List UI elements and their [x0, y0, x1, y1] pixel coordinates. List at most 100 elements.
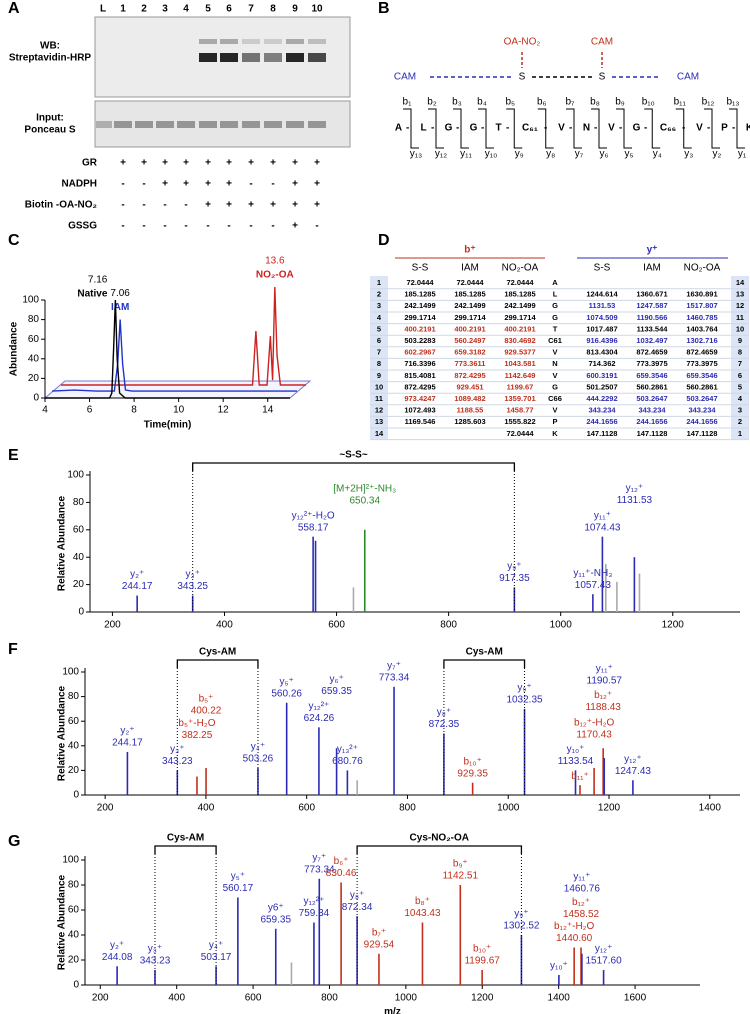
mz-label: 872.34 — [342, 902, 373, 913]
row-index: 10 — [736, 324, 744, 333]
ion-label: y₃⁺ — [170, 744, 184, 755]
b-cell: 1285.603 — [454, 417, 485, 426]
condition-sign: + — [205, 200, 211, 211]
bracket — [176, 659, 259, 668]
cleavage-mark — [675, 108, 692, 149]
b-cell: 659.3182 — [454, 348, 485, 357]
y-cell: 244.1656 — [586, 417, 617, 426]
condition-sign: - — [142, 221, 145, 232]
condition-sign: + — [183, 179, 189, 190]
mz-label: 1190.57 — [587, 676, 623, 687]
x-tick-label: 1400 — [548, 993, 571, 1004]
row-index: 7 — [738, 359, 742, 368]
cleavage-mark — [537, 108, 554, 149]
cleavage-mark — [729, 108, 745, 149]
b-cell: 929.5377 — [504, 348, 535, 357]
cleavage-mark — [428, 108, 444, 149]
ion-label: y₄⁺ — [251, 742, 265, 753]
cleavage-mark — [403, 108, 419, 149]
mz-label: 343.23 — [162, 756, 193, 767]
row-index: 14 — [736, 278, 745, 287]
x-tick-label: 4 — [42, 405, 48, 416]
b-cell: 72.0444 — [456, 278, 484, 287]
ion-label: y₇⁺ — [387, 660, 401, 671]
b-cell: 299.1714 — [504, 313, 536, 322]
x-tick-label: 1200 — [662, 620, 685, 631]
y-tick-label: 0 — [78, 607, 84, 618]
condition-sign: - — [142, 200, 145, 211]
y-ion: y₂ — [713, 149, 722, 160]
column-header: NO₂-OA — [684, 263, 721, 274]
cleavage-mark — [566, 108, 582, 149]
b-ion: b₄ — [477, 97, 487, 108]
y-cell: 1017.487 — [586, 324, 617, 333]
row-index: 8 — [738, 348, 742, 357]
condition-sign: - — [227, 221, 230, 232]
ion-label: y₉⁺ — [514, 909, 528, 920]
b-cell: 242.1499 — [504, 301, 535, 310]
y-ion: y₃ — [684, 149, 693, 160]
residue-cell: N — [552, 359, 557, 368]
y-tick-label: 20 — [68, 765, 80, 776]
upper-bands — [199, 39, 326, 44]
y-cell: 1244.614 — [586, 290, 618, 299]
x-tick-label: 400 — [216, 620, 233, 631]
ponceau-bands — [96, 121, 326, 128]
row-index: 6 — [377, 336, 381, 345]
b-cell: 1142.649 — [505, 371, 536, 380]
x-tick-label: 200 — [104, 620, 121, 631]
lane-label: L — [100, 4, 106, 15]
panel-label: D — [378, 232, 390, 249]
mz-label: 1133.54 — [558, 756, 594, 767]
mz-label: 759.34 — [299, 908, 330, 919]
peak-time: 7.06 — [110, 288, 130, 299]
y-cell: 147.1128 — [637, 429, 668, 438]
sulfur: S — [519, 72, 526, 83]
bracket-label: Cys-AM — [167, 833, 204, 844]
y-tick-label: 100 — [67, 470, 84, 481]
residue-cell: K — [552, 429, 558, 438]
y-tick-label: 40 — [28, 353, 40, 364]
lane-label: 5 — [205, 4, 211, 15]
condition-sign: + — [292, 200, 298, 211]
ion-label: y₁₀⁺ — [567, 744, 585, 755]
y-tick-label: 40 — [68, 740, 80, 751]
x-tick-label: 1000 — [550, 620, 573, 631]
row-index: 4 — [377, 313, 382, 322]
condition-sign: - — [142, 179, 145, 190]
residue-cell: V — [552, 348, 557, 357]
x-axis-title: Time(min) — [144, 420, 192, 431]
row-index: 14 — [375, 429, 384, 438]
y-cell: 444.2292 — [586, 394, 617, 403]
ion-label: b₁₁⁺ — [571, 771, 589, 782]
condition-name: GR — [82, 158, 98, 169]
hyphen: - — [732, 123, 735, 134]
condition-sign: + — [226, 200, 232, 211]
b-cell: 815.4081 — [404, 371, 435, 380]
mz-label: 1517.60 — [586, 956, 623, 967]
b-cell: 830.4692 — [504, 336, 535, 345]
y-ion: y₄ — [653, 149, 662, 160]
ion-label: y₁₂²⁺ — [304, 896, 325, 907]
residue: K — [746, 123, 750, 134]
row-index: 3 — [738, 406, 742, 415]
b-ion: b₁ — [403, 97, 413, 108]
ion-label: y₁₁⁺ — [594, 510, 611, 521]
y-tick-label: 80 — [68, 691, 80, 702]
b-cell: 185.1285 — [454, 290, 485, 299]
ion-label: y₅⁺ — [231, 871, 245, 882]
row-index: 1 — [377, 278, 381, 287]
b-cell: 242.1499 — [454, 301, 485, 310]
row-index: 13 — [375, 417, 383, 426]
row-index: 5 — [377, 324, 381, 333]
ion-label: b₉⁺ — [453, 859, 468, 870]
ion-label: b₁₂⁺-H₂O — [554, 921, 595, 932]
series-name: Native — [77, 289, 107, 300]
ion-label: b₇⁺ — [372, 927, 386, 938]
x-tick-label: 200 — [92, 993, 109, 1004]
mz-label: 650.34 — [349, 495, 380, 506]
condition-sign: - — [249, 179, 252, 190]
y-cell: 1131.53 — [589, 301, 616, 310]
condition-sign: + — [226, 179, 232, 190]
